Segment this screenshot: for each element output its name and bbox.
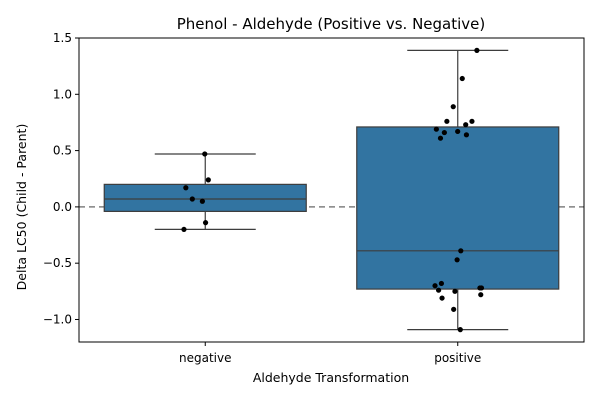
data-point-positive-7 — [455, 128, 461, 135]
data-point-positive-17 — [435, 287, 442, 293]
data-point-negative-3 — [189, 196, 195, 202]
data-point-positive-10 — [437, 135, 444, 141]
data-point-positive-1 — [459, 75, 465, 82]
box-negative — [103, 183, 307, 212]
data-point-positive-14 — [432, 283, 438, 289]
data-point-positive-5 — [463, 122, 469, 128]
data-point-positive-22 — [457, 327, 463, 333]
y-tick-label-2: 0.0 — [53, 200, 72, 214]
data-point-positive-13 — [438, 280, 444, 287]
data-point-positive-6 — [433, 126, 439, 132]
y-tick-label-0: −1.0 — [43, 312, 72, 326]
data-point-negative-2 — [183, 185, 189, 191]
data-point-positive-20 — [439, 295, 445, 301]
chart-title: Phenol - Aldehyde (Positive vs. Negative… — [177, 15, 486, 33]
data-point-positive-11 — [458, 248, 464, 254]
x-axis-label: Aldehyde Transformation — [253, 370, 409, 385]
data-point-negative-0 — [202, 151, 208, 157]
data-point-positive-12 — [454, 257, 460, 263]
box-positive — [356, 126, 560, 290]
data-point-positive-18 — [452, 288, 458, 294]
data-point-negative-5 — [202, 220, 209, 226]
data-point-positive-21 — [451, 306, 457, 312]
data-point-positive-0 — [474, 47, 480, 53]
y-tick-label-3: 0.5 — [53, 144, 72, 158]
x-tick-label-positive: positive — [434, 351, 481, 365]
x-tick-label-negative: negative — [179, 351, 231, 365]
data-point-positive-16 — [478, 285, 485, 291]
data-point-negative-4 — [199, 198, 205, 204]
plot-area: −1.0 −0.5 0.0 0.5 1.0 1.5 negative positive — [43, 31, 585, 365]
y-axis-label: Delta LC50 (Child - Parent) — [14, 124, 29, 291]
data-point-positive-4 — [469, 118, 475, 124]
data-point-positive-3 — [444, 118, 450, 124]
y-tick-label-5: 1.5 — [53, 31, 72, 45]
data-point-negative-1 — [205, 177, 211, 183]
plot-frame — [78, 37, 585, 343]
data-point-positive-19 — [478, 292, 484, 298]
data-point-negative-6 — [181, 226, 187, 233]
data-point-positive-9 — [463, 132, 470, 138]
y-tick-label-4: 1.0 — [53, 87, 72, 101]
data-point-positive-2 — [450, 104, 456, 110]
y-tick-label-1: −0.5 — [43, 256, 72, 270]
data-point-positive-8 — [441, 129, 447, 136]
